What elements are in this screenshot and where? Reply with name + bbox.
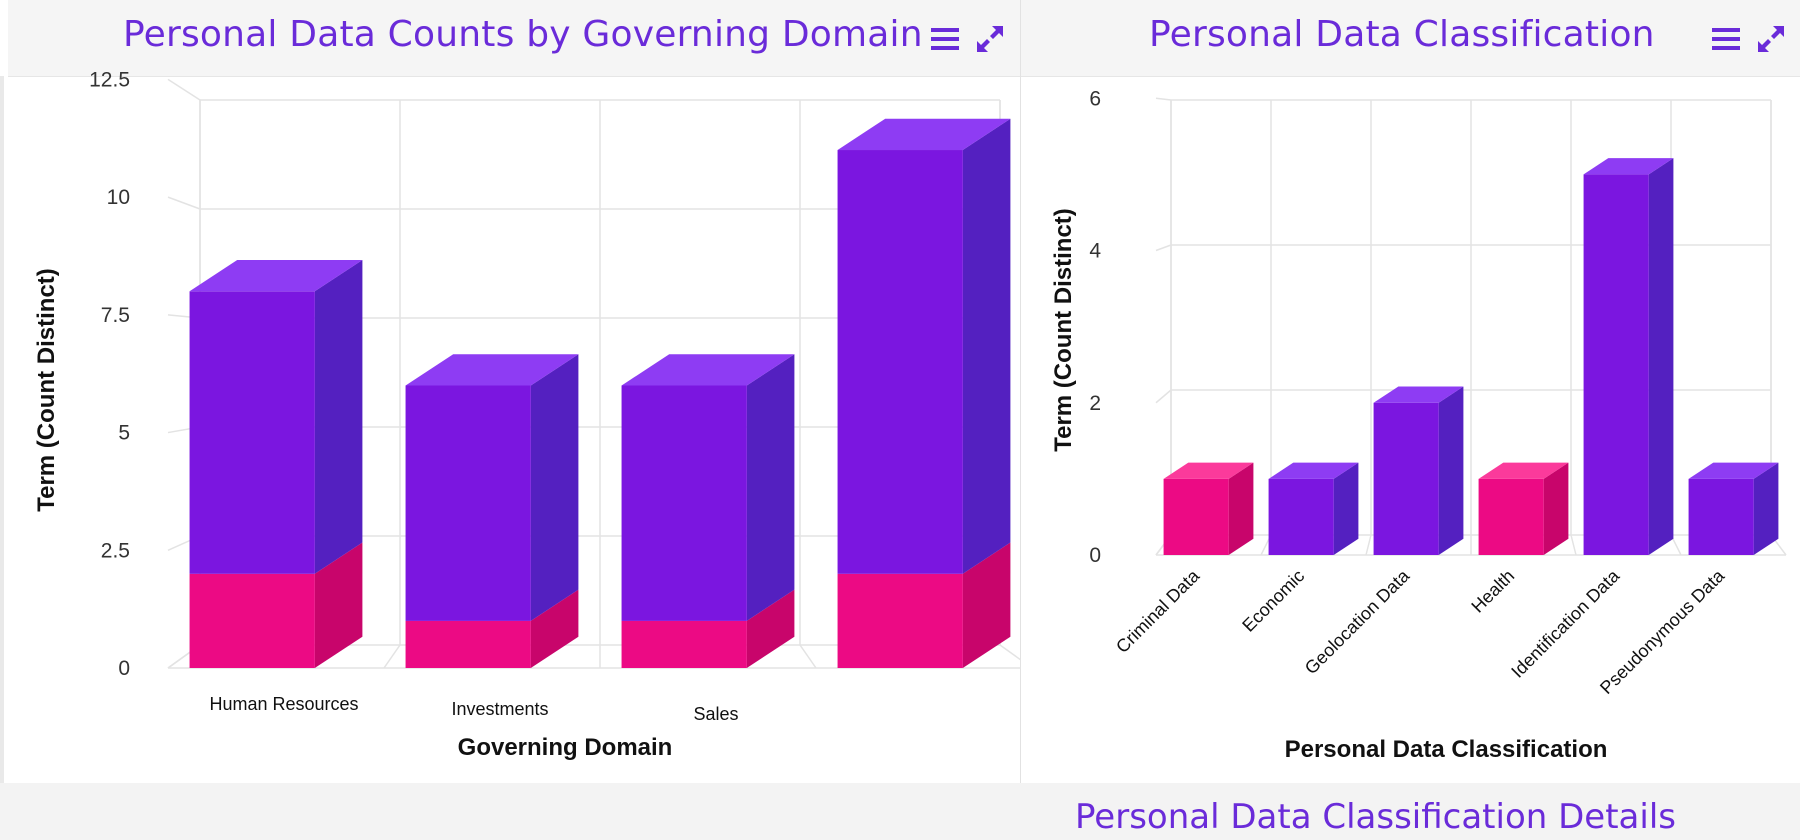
bar	[1478, 478, 1544, 555]
left-chart-panel: Personal Data Counts by Governing Domain…	[0, 0, 1033, 783]
y-axis-title: Term (Count Distinct)	[33, 268, 60, 512]
x-category-label: Health	[1467, 566, 1518, 617]
bar	[1373, 402, 1439, 555]
bar-top	[1163, 462, 1254, 479]
x-category-label: Identification Data	[1507, 565, 1624, 682]
bar	[837, 573, 963, 668]
gridline	[167, 78, 201, 101]
bar-top	[1478, 462, 1569, 479]
y-tick-label: 6	[1089, 87, 1101, 110]
bar-top	[1373, 386, 1464, 403]
bar-side	[1333, 462, 1359, 555]
bar	[405, 385, 531, 621]
x-category-label: Economic	[1238, 566, 1308, 636]
bar	[1268, 478, 1334, 555]
hamburger-menu-icon[interactable]	[928, 22, 962, 56]
bar	[621, 385, 747, 621]
x-axis-title: Personal Data Classification	[1285, 736, 1608, 763]
y-tick-label: 5	[118, 422, 130, 445]
gridline	[1155, 389, 1172, 404]
bar-top	[1688, 462, 1779, 479]
bar	[1163, 478, 1229, 555]
bar	[405, 620, 531, 668]
bar-top	[621, 354, 795, 386]
bar-top	[189, 260, 363, 292]
gridline	[1155, 97, 1172, 101]
expand-arrows-icon[interactable]	[1754, 22, 1788, 56]
right-chart-panel: Personal Data Classification 0 2 4 6 Crimina…	[1021, 0, 1800, 783]
right-chart-title: Personal Data Classification	[1149, 14, 1655, 55]
bar-side	[1228, 462, 1254, 555]
bar-side	[962, 542, 1011, 668]
bar	[621, 620, 747, 668]
bar-side	[746, 354, 795, 621]
bar	[189, 291, 315, 574]
bar-top	[405, 354, 579, 386]
bar-side	[1648, 158, 1674, 555]
bar	[1688, 478, 1754, 555]
bar-side	[1543, 462, 1569, 555]
bar	[837, 150, 963, 574]
bar-side	[1753, 462, 1779, 555]
expand-arrows-icon[interactable]	[973, 22, 1007, 56]
bar-top	[1583, 158, 1674, 175]
bar-side	[530, 589, 579, 668]
left-chart-title: Personal Data Counts by Governing Domain	[123, 14, 923, 55]
x-category-label: Criminal Data	[1112, 565, 1204, 657]
panel-edge	[0, 76, 4, 783]
bar	[1583, 174, 1649, 555]
y-tick-label: 4	[1089, 240, 1101, 263]
x-category-label: Human Resources	[209, 694, 358, 714]
bar-side	[530, 354, 579, 621]
bar-top	[837, 118, 1011, 150]
left-chart-header: Personal Data Counts by Governing Domain	[8, 0, 1020, 77]
y-tick-label: 2.5	[101, 539, 130, 562]
y-tick-label: 0	[1089, 544, 1101, 567]
gridline	[167, 196, 201, 210]
gridline	[383, 644, 401, 669]
bar-side	[746, 589, 795, 668]
details-panel-title: Personal Data Classification Details	[1075, 797, 1676, 837]
y-axis-title: Term (Count Distinct)	[1050, 208, 1077, 452]
bar-side	[314, 542, 363, 668]
x-axis-title: Governing Domain	[458, 734, 673, 761]
x-category-label: Geolocation Data	[1301, 565, 1414, 678]
bar-side	[1438, 386, 1464, 555]
bar	[189, 573, 315, 668]
bar-side	[314, 260, 363, 574]
bar-side	[962, 118, 1011, 574]
y-tick-label: 0	[118, 657, 130, 680]
y-tick-label: 10	[107, 186, 130, 209]
gridline	[1155, 244, 1172, 252]
x-category-label: Sales	[693, 704, 738, 724]
gridline	[1570, 534, 1577, 556]
right-chart-header: Personal Data Classification	[1021, 0, 1800, 77]
bar-top	[1268, 462, 1359, 479]
y-tick-label: 12.5	[89, 68, 130, 91]
hamburger-menu-icon[interactable]	[1709, 22, 1743, 56]
gridline	[799, 644, 817, 669]
y-tick-label: 2	[1089, 392, 1101, 415]
gridline	[1365, 534, 1372, 556]
y-tick-label: 7.5	[101, 304, 130, 327]
x-category-label: Investments	[451, 699, 548, 719]
governing-domain-chart: 0 2.5 5 7.5 10 12.5 Human Resources Investments…	[33, 68, 1033, 761]
